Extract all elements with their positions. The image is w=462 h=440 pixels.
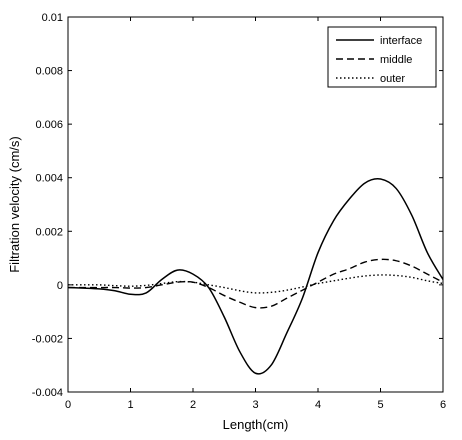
x-axis-title: Length(cm) [223,417,289,432]
y-tick-label: 0 [57,280,63,292]
x-tick-label: 0 [65,399,71,411]
legend-label-middle: middle [380,54,412,66]
y-tick-label: 0.01 [42,12,63,24]
legend-label-interface: interface [380,35,422,47]
x-tick-label: 2 [190,399,196,411]
y-tick-label: 0.004 [35,173,63,185]
x-tick-label: 6 [440,399,446,411]
y-tick-label: -0.002 [32,333,63,345]
plot-frame [67,16,444,393]
x-tick-label: 1 [127,399,133,411]
legend: interface middle outer [327,26,437,88]
series-line-outer [68,274,444,294]
legend-label-outer: outer [380,73,405,85]
series-line-middle [67,258,444,309]
y-tick-label: 0.006 [35,119,63,131]
y-tick-label: 0.008 [35,66,63,78]
x-tick-label: 5 [377,399,383,411]
y-axis-title: Filtration velocity (cm/s) [7,136,22,273]
series-layer [67,178,444,375]
x-tick-label: 3 [252,399,258,411]
x-tick-label: 4 [315,399,321,411]
y-tick-label: 0.002 [35,226,63,238]
y-tick-label: -0.004 [32,387,63,399]
series-line-interface [67,178,444,375]
legend-box [327,26,437,88]
